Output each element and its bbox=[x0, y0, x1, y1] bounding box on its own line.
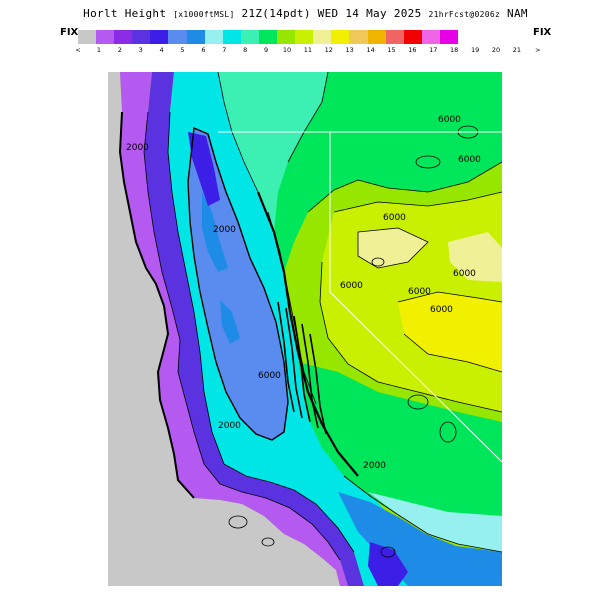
color-scale-tick: 11 bbox=[303, 46, 313, 54]
contour-label: 6000 bbox=[458, 155, 481, 165]
contour-labels: 6000 6000 6000 6000 6000 6000 6000 6000 … bbox=[126, 115, 481, 471]
chart-title: Horlt Height [x1000ftMSL] 21Z(14pdt) WED… bbox=[0, 7, 611, 20]
color-scale-tick: 2 bbox=[117, 46, 122, 54]
color-scale-tick: 10 bbox=[282, 46, 292, 54]
color-swatch bbox=[331, 30, 350, 44]
color-swatch bbox=[349, 30, 368, 44]
fix-label-right: FIX bbox=[533, 27, 552, 38]
color-swatch bbox=[295, 30, 314, 44]
contour-label: 6000 bbox=[430, 305, 453, 315]
contour-label: 6000 bbox=[453, 269, 476, 279]
plateau-aqua bbox=[218, 72, 328, 232]
southern-coastal-blue bbox=[338, 492, 502, 586]
color-scale-tick: 1 bbox=[96, 46, 101, 54]
color-scale-bar bbox=[78, 30, 458, 44]
northern-violet-block bbox=[188, 132, 220, 206]
color-scale-tick: 15 bbox=[387, 46, 396, 54]
color-scale-tick: 13 bbox=[345, 46, 354, 54]
contour-label: 2000 bbox=[363, 461, 386, 471]
color-swatch bbox=[258, 30, 278, 44]
color-scale-ticks: <1 2 3 4 5 6 7 8 9 10 11 12 13 14 15 16 17 18 19 20 21 > bbox=[70, 46, 540, 58]
contour-label: 6000 bbox=[258, 371, 281, 381]
central-valley bbox=[188, 128, 288, 440]
color-scale-tick: < bbox=[75, 46, 81, 54]
color-scale-tick: 21 bbox=[512, 46, 522, 54]
color-scale-tick: 4 bbox=[159, 46, 164, 54]
title-main: Horlt Height bbox=[83, 7, 167, 20]
color-scale-tick: 9 bbox=[264, 46, 269, 54]
color-swatch bbox=[222, 30, 241, 44]
color-scale-tick: 18 bbox=[450, 46, 459, 54]
color-swatch bbox=[204, 30, 223, 44]
foothill-zone-cyan bbox=[168, 72, 502, 586]
valley-floor-azure-2 bbox=[220, 300, 240, 344]
south-interior-green bbox=[298, 362, 502, 552]
contour-label: 6000 bbox=[340, 281, 363, 291]
northeast-green bbox=[274, 72, 502, 272]
color-swatch bbox=[367, 30, 386, 44]
map-panel: 6000 6000 6000 6000 6000 6000 6000 6000 … bbox=[108, 72, 502, 586]
title-model: NAM bbox=[507, 7, 528, 20]
high-terrain-pale-2 bbox=[448, 232, 502, 282]
color-swatch bbox=[96, 30, 115, 44]
color-scale-tick: 19 bbox=[470, 46, 480, 54]
color-swatch bbox=[114, 30, 133, 44]
title-units: [x1000ftMSL] bbox=[173, 10, 235, 19]
color-swatch bbox=[313, 30, 332, 44]
valley-floor-azure bbox=[202, 192, 228, 272]
color-swatch bbox=[439, 30, 458, 44]
color-scale-tick: 3 bbox=[138, 46, 143, 54]
color-scale-tick: 16 bbox=[408, 46, 417, 54]
contour-label: 2000 bbox=[126, 143, 149, 153]
height-map: 6000 6000 6000 6000 6000 6000 6000 6000 … bbox=[108, 72, 502, 586]
contour-label: 2000 bbox=[213, 225, 236, 235]
color-scale-tick: 20 bbox=[491, 46, 501, 54]
color-swatch bbox=[78, 30, 97, 44]
color-swatch bbox=[385, 30, 404, 44]
color-swatch bbox=[168, 30, 187, 44]
color-swatch bbox=[132, 30, 151, 44]
high-terrain-yellow bbox=[398, 292, 502, 372]
color-scale-tick: 17 bbox=[429, 46, 438, 54]
color-swatch bbox=[186, 30, 205, 44]
color-swatch bbox=[421, 30, 440, 44]
contour-lines bbox=[118, 72, 502, 561]
color-scale-tick: 8 bbox=[243, 46, 248, 54]
color-scale-tick: 5 bbox=[180, 46, 185, 54]
color-scale-tick: 14 bbox=[366, 46, 375, 54]
contour-label: 6000 bbox=[438, 115, 461, 125]
contour-label: 6000 bbox=[383, 213, 406, 223]
contour-label: 2000 bbox=[218, 421, 241, 431]
title-fcst: 21hrFcst@0206z bbox=[428, 10, 501, 19]
fix-label-left: FIX bbox=[60, 27, 79, 38]
southern-deep-blue bbox=[368, 542, 408, 586]
color-scale-tick: > bbox=[535, 46, 541, 54]
title-valid: 21Z(14pdt) WED 14 May 2025 bbox=[241, 7, 422, 20]
color-swatch bbox=[240, 30, 259, 44]
contour-label: 6000 bbox=[408, 287, 431, 297]
state-borders bbox=[218, 131, 502, 463]
color-swatch bbox=[403, 30, 422, 44]
color-swatch bbox=[277, 30, 296, 44]
color-scale-tick: 12 bbox=[324, 46, 333, 54]
color-scale-tick: 6 bbox=[201, 46, 206, 54]
coastal-band-lowest bbox=[120, 72, 348, 586]
sierra-crest-contours bbox=[277, 301, 327, 435]
color-scale-tick: 7 bbox=[222, 46, 227, 54]
color-swatch bbox=[150, 30, 169, 44]
south-interior-cyan bbox=[368, 492, 502, 552]
